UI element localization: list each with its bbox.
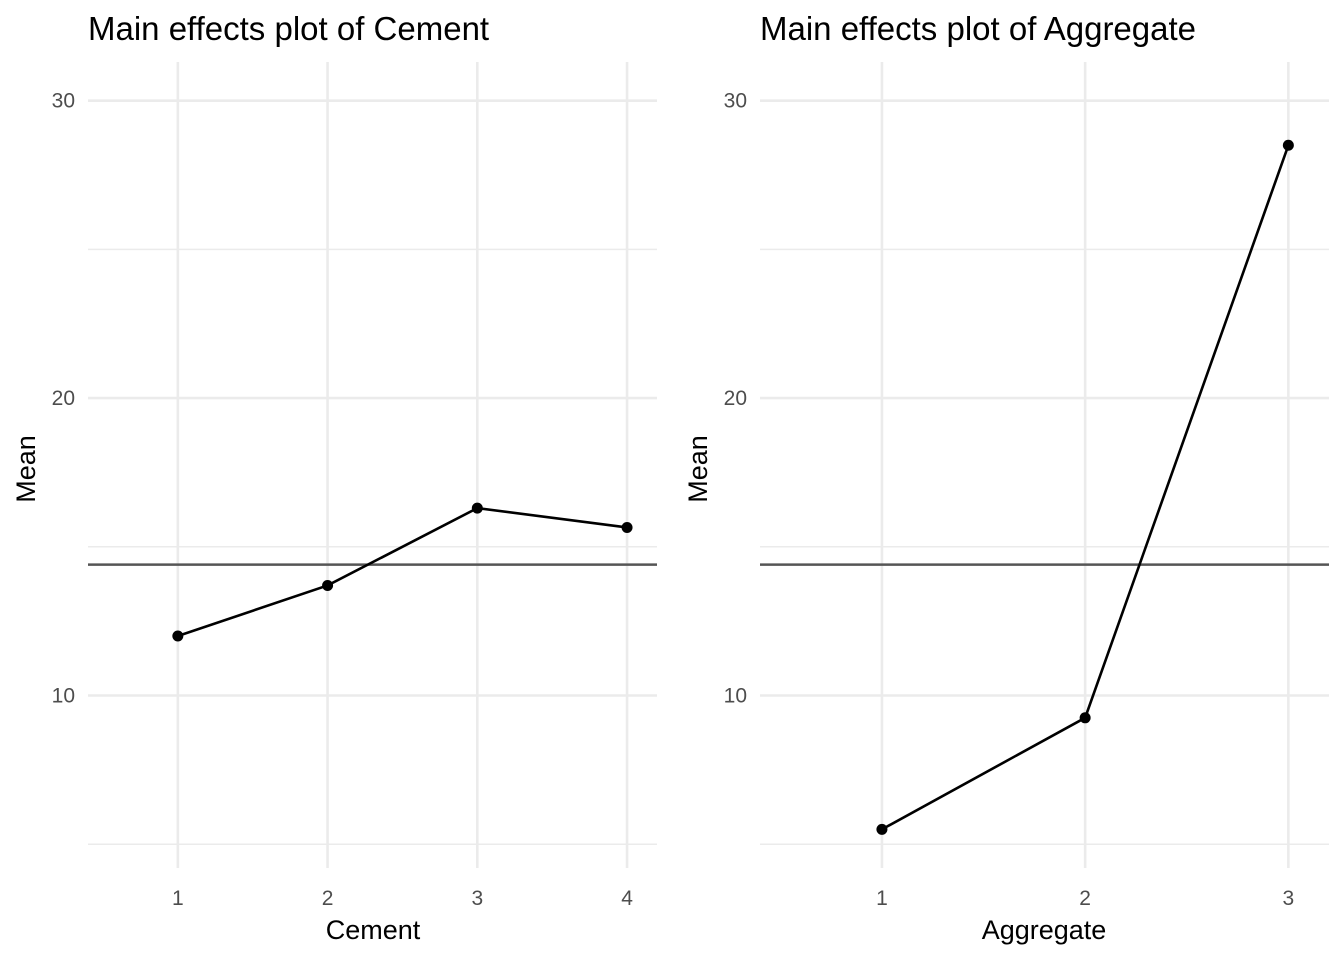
aggregate-chart-title: Main effects plot of Aggregate [760, 10, 1196, 47]
cement-series [172, 502, 633, 642]
aggregate-y-tick-label: 20 [724, 387, 747, 410]
aggregate-y-axis-title: Mean [683, 435, 713, 503]
cement-data-point [322, 579, 334, 591]
aggregate-x-axis-title: Aggregate [982, 915, 1107, 945]
cement-data-point [621, 521, 633, 533]
aggregate-y-tick-label: 10 [724, 684, 747, 707]
cement-x-tick-label: 3 [471, 887, 483, 910]
aggregate-data-point [1282, 139, 1294, 151]
cement-series-line [177, 506, 628, 638]
cement-y-tick-label: 20 [52, 387, 75, 410]
cement-data-point [172, 630, 184, 642]
aggregate-panel: Main effects plot of Aggregate 10 20 30 1 2… [683, 10, 1329, 945]
cement-x-axis-title: Cement [326, 915, 421, 945]
aggregate-y-ticks: 10 20 30 [724, 90, 747, 708]
cement-y-tick-label: 10 [52, 684, 75, 707]
cement-x-tick-label: 1 [172, 887, 184, 910]
cement-y-tick-label: 30 [52, 90, 75, 113]
cement-gridlines [88, 62, 657, 868]
cement-x-tick-label: 4 [621, 887, 633, 910]
aggregate-x-tick-label: 2 [1079, 887, 1091, 910]
aggregate-y-tick-label: 30 [724, 90, 747, 113]
aggregate-series [876, 139, 1294, 835]
aggregate-x-tick-label: 1 [876, 887, 888, 910]
cement-chart-title: Main effects plot of Cement [88, 10, 489, 47]
cement-x-tick-label: 2 [322, 887, 334, 910]
cement-x-ticks: 1 2 3 4 [172, 887, 633, 910]
cement-y-axis-title: Mean [11, 435, 41, 503]
cement-y-ticks: 10 20 30 [52, 90, 75, 708]
aggregate-data-point [876, 823, 888, 835]
cement-data-point [471, 502, 483, 514]
aggregate-data-point [1079, 712, 1091, 724]
aggregate-gridlines [760, 62, 1329, 868]
aggregate-x-ticks: 1 2 3 [876, 887, 1294, 910]
aggregate-x-tick-label: 3 [1283, 887, 1295, 910]
